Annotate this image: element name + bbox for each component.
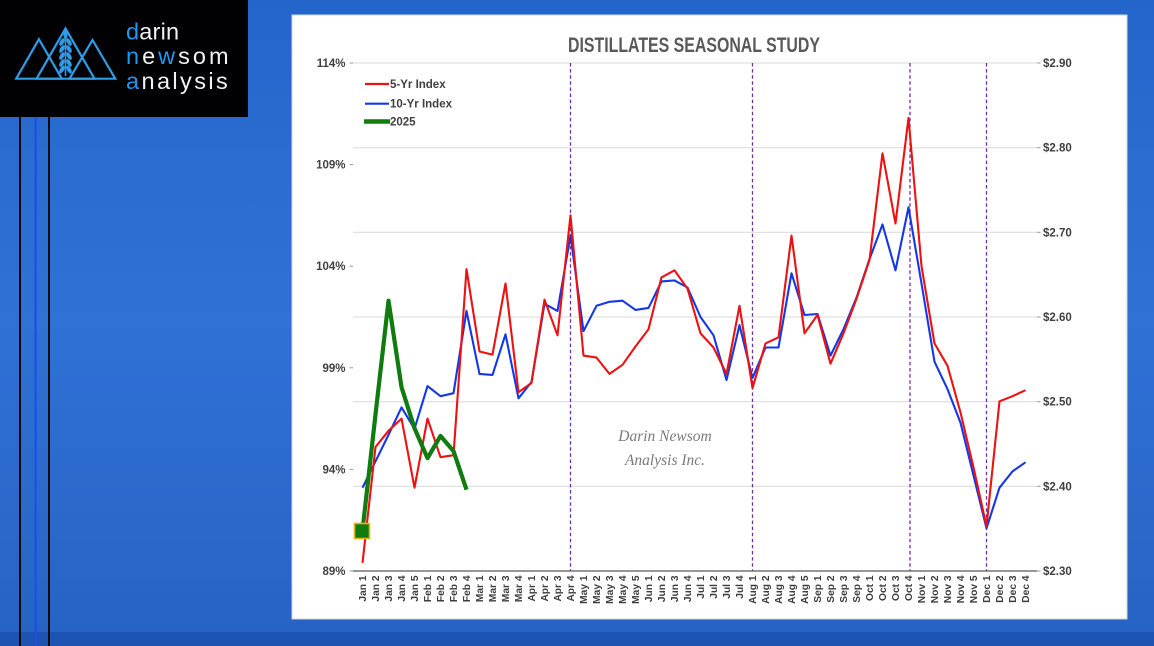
- svg-text:Sep 2: Sep 2: [826, 575, 837, 603]
- svg-text:Apr 3: Apr 3: [553, 575, 564, 601]
- svg-text:newsom: newsom: [126, 43, 232, 69]
- svg-text:Jan 5: Jan 5: [410, 575, 421, 601]
- svg-text:10-Yr Index: 10-Yr Index: [390, 99, 453, 111]
- svg-text:Aug 1: Aug 1: [748, 575, 759, 604]
- svg-text:Feb 1: Feb 1: [423, 575, 434, 602]
- svg-text:Jul 2: Jul 2: [709, 575, 720, 599]
- svg-text:Jun 4: Jun 4: [683, 575, 694, 602]
- svg-text:$2.60: $2.60: [1043, 312, 1072, 324]
- svg-text:Jul 3: Jul 3: [722, 575, 733, 599]
- svg-text:Dec 3: Dec 3: [1008, 575, 1019, 603]
- svg-text:analysis: analysis: [126, 68, 230, 94]
- svg-text:darin: darin: [126, 19, 179, 45]
- svg-text:94%: 94%: [322, 464, 345, 476]
- svg-text:Feb 2: Feb 2: [436, 575, 447, 602]
- svg-text:$2.90: $2.90: [1043, 58, 1072, 70]
- svg-text:89%: 89%: [322, 566, 345, 578]
- svg-text:Jan 2: Jan 2: [371, 575, 382, 601]
- svg-text:May 1: May 1: [579, 575, 590, 604]
- svg-text:Darin Newsom: Darin Newsom: [617, 428, 711, 445]
- svg-text:May 3: May 3: [605, 575, 616, 604]
- svg-text:May 2: May 2: [592, 575, 603, 604]
- svg-text:May 5: May 5: [631, 575, 642, 604]
- svg-text:Analysis Inc.: Analysis Inc.: [624, 452, 705, 469]
- svg-text:Aug 3: Aug 3: [774, 575, 785, 604]
- svg-text:Oct 3: Oct 3: [891, 575, 902, 601]
- svg-text:Oct 4: Oct 4: [904, 575, 915, 601]
- svg-text:Mar 3: Mar 3: [501, 575, 512, 602]
- svg-text:99%: 99%: [322, 363, 345, 375]
- svg-text:5-Yr Index: 5-Yr Index: [390, 79, 446, 91]
- svg-text:Oct 2: Oct 2: [878, 575, 889, 601]
- svg-text:Feb 4: Feb 4: [462, 575, 473, 602]
- svg-text:Dec 2: Dec 2: [995, 575, 1006, 603]
- svg-text:Apr 4: Apr 4: [566, 575, 577, 601]
- svg-text:Jun 3: Jun 3: [670, 575, 681, 602]
- svg-text:2025: 2025: [390, 117, 416, 129]
- svg-text:Jan 4: Jan 4: [397, 575, 408, 601]
- svg-text:Jul 1: Jul 1: [696, 575, 707, 599]
- svg-text:Nov 2: Nov 2: [930, 575, 941, 603]
- svg-text:Jun 2: Jun 2: [657, 575, 668, 602]
- svg-text:Oct 1: Oct 1: [865, 575, 876, 601]
- svg-text:Apr 1: Apr 1: [527, 575, 538, 601]
- svg-text:Dec 1: Dec 1: [982, 575, 993, 603]
- svg-text:Jun 1: Jun 1: [644, 575, 655, 602]
- svg-text:Nov 4: Nov 4: [956, 575, 967, 603]
- svg-text:114%: 114%: [317, 58, 346, 70]
- svg-text:109%: 109%: [316, 160, 345, 172]
- svg-text:Mar 4: Mar 4: [514, 575, 525, 602]
- svg-text:$2.70: $2.70: [1043, 227, 1072, 239]
- svg-text:May 4: May 4: [618, 575, 629, 604]
- svg-text:$2.50: $2.50: [1043, 397, 1072, 409]
- svg-text:DISTILLATES SEASONAL STUDY: DISTILLATES SEASONAL STUDY: [568, 33, 820, 57]
- svg-text:Nov 1: Nov 1: [917, 575, 928, 603]
- svg-text:Feb 3: Feb 3: [449, 575, 460, 602]
- svg-text:Nov 3: Nov 3: [943, 575, 954, 603]
- svg-text:Apr 2: Apr 2: [540, 575, 551, 601]
- svg-text:Jul 4: Jul 4: [735, 575, 746, 599]
- svg-text:104%: 104%: [316, 261, 345, 273]
- svg-text:Aug 5: Aug 5: [800, 575, 811, 604]
- svg-text:Aug 2: Aug 2: [761, 575, 772, 604]
- svg-text:Sep 4: Sep 4: [852, 575, 863, 603]
- svg-text:$2.40: $2.40: [1043, 481, 1072, 493]
- svg-text:Jan 1: Jan 1: [358, 575, 369, 601]
- svg-text:Jan 3: Jan 3: [384, 575, 395, 601]
- svg-text:Sep 1: Sep 1: [813, 575, 824, 603]
- svg-text:Mar 1: Mar 1: [475, 575, 486, 602]
- svg-text:Dec 4: Dec 4: [1021, 575, 1032, 603]
- svg-text:Sep 3: Sep 3: [839, 575, 850, 603]
- svg-text:$2.80: $2.80: [1043, 143, 1072, 155]
- svg-text:$2.30: $2.30: [1043, 566, 1072, 578]
- svg-text:Mar 2: Mar 2: [488, 575, 499, 602]
- svg-text:Aug 4: Aug 4: [787, 575, 798, 604]
- svg-text:Nov 5: Nov 5: [969, 575, 980, 603]
